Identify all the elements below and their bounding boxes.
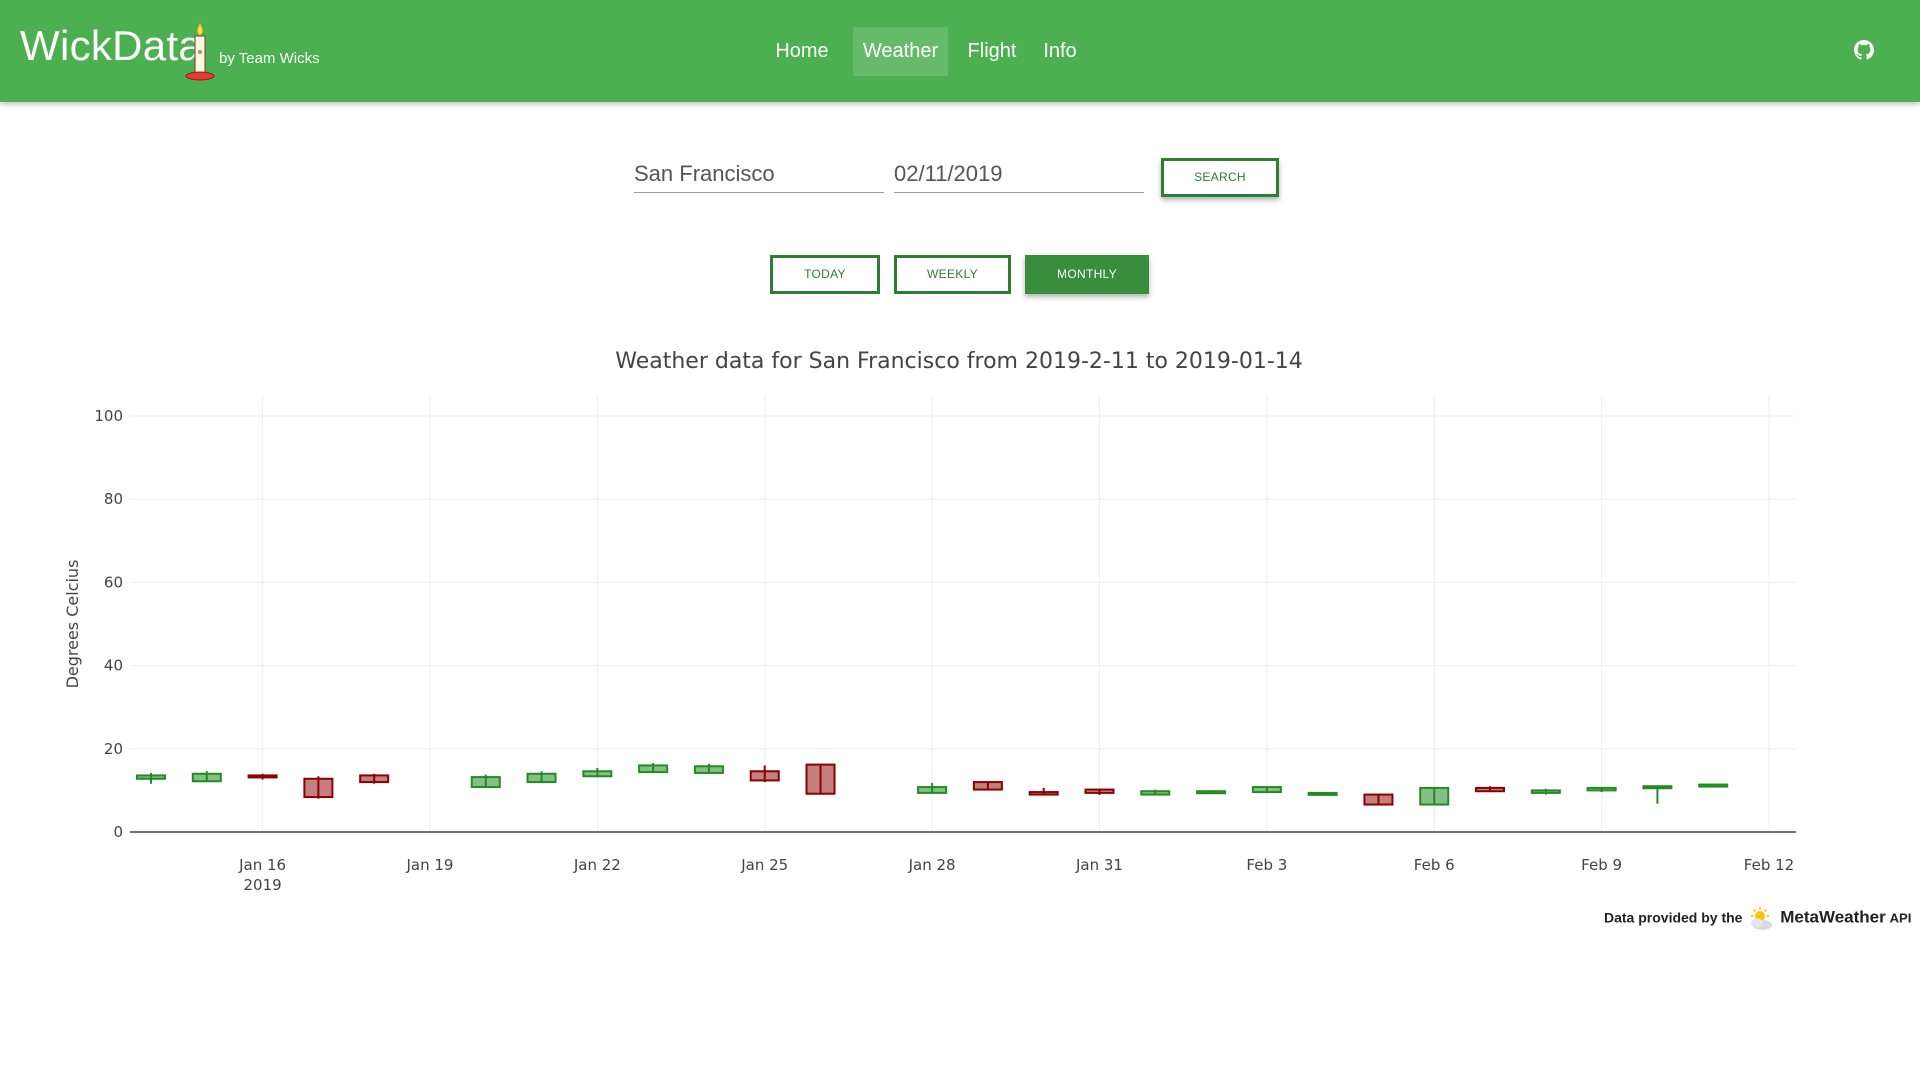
chart-title: Weather data for San Francisco from 2019… xyxy=(615,349,1303,374)
candle-body xyxy=(638,764,669,774)
candle xyxy=(1586,786,1617,793)
candle-body xyxy=(1028,791,1059,796)
x-tick-label: Jan 28 xyxy=(908,856,956,874)
candle xyxy=(805,763,836,795)
y-tick-label: 60 xyxy=(104,573,123,591)
metaweather-sun-icon xyxy=(1751,907,1773,930)
candle xyxy=(1419,786,1450,806)
candle-body xyxy=(1140,790,1171,796)
candle-body xyxy=(1196,790,1227,795)
candle xyxy=(1028,787,1059,796)
candle xyxy=(582,767,613,778)
candle-body xyxy=(1530,789,1561,794)
grid-layer xyxy=(130,395,1796,833)
city-field[interactable] xyxy=(634,156,884,193)
candle-body xyxy=(917,786,948,794)
candle-body xyxy=(526,772,557,784)
candle xyxy=(247,773,278,780)
candle-body xyxy=(247,774,278,779)
weather-candlestick-chart: Weather data for San Francisco from 2019… xyxy=(63,349,1796,894)
tick-layer: 0 20 40 60 80 100 Jan 16 2019 Jan 19 Jan 22 Jan 25… xyxy=(94,407,1794,894)
weekly-button[interactable]: WEEKLY xyxy=(894,255,1011,294)
candle xyxy=(693,763,724,774)
candle xyxy=(191,771,222,783)
nav-home[interactable]: Home xyxy=(775,40,829,62)
navbar: WickData by Team Wicks Home Weather Flig… xyxy=(0,0,1920,102)
y-tick-label: 40 xyxy=(104,657,123,675)
credit-prefix: Data provided by the xyxy=(1604,909,1743,926)
date-input[interactable] xyxy=(894,156,1144,192)
candle xyxy=(1530,788,1561,795)
candle xyxy=(1363,793,1394,806)
candle xyxy=(1140,789,1171,796)
nav-weather[interactable]: Weather xyxy=(853,27,948,76)
y-tick-label: 80 xyxy=(104,490,123,508)
candle xyxy=(972,781,1003,791)
x-tick-label: Feb 9 xyxy=(1581,856,1622,874)
y-tick-label: 0 xyxy=(113,823,123,841)
y-axis-label: Degrees Celcius xyxy=(63,560,82,689)
candle-logo-icon xyxy=(185,23,215,81)
candle-body xyxy=(1251,786,1282,794)
candle-body xyxy=(359,774,390,784)
x-tick-label: Feb 3 xyxy=(1246,856,1287,874)
candle-body xyxy=(1419,786,1450,806)
candle-body xyxy=(191,772,222,783)
candle xyxy=(470,774,501,789)
candle xyxy=(638,762,669,774)
candle xyxy=(1475,786,1506,793)
data-credit: Data provided by the MetaWeather API xyxy=(1604,906,1911,932)
github-icon[interactable] xyxy=(1854,40,1874,60)
candle-body xyxy=(1698,783,1729,788)
candle-body xyxy=(582,770,613,778)
candle xyxy=(1084,788,1115,795)
brand-title[interactable]: WickData xyxy=(20,22,203,69)
nav-flight[interactable]: Flight xyxy=(967,40,1017,62)
x-tick-label: Jan 19 xyxy=(405,856,453,874)
candle xyxy=(1642,785,1673,804)
candle xyxy=(1196,790,1227,795)
y-tick-label: 100 xyxy=(94,407,123,425)
credit-suffix: API xyxy=(1889,910,1912,926)
candle-body xyxy=(1586,786,1617,792)
x-tick-label: Jan 31 xyxy=(1075,856,1123,874)
candle-layer xyxy=(136,762,1729,806)
x-tick-label: Jan 25 xyxy=(740,856,788,874)
candle xyxy=(136,772,166,784)
monthly-button[interactable]: MONTHLY xyxy=(1025,255,1149,294)
search-button[interactable]: SEARCH xyxy=(1161,158,1279,197)
candle-body xyxy=(470,776,501,789)
credit-name[interactable]: MetaWeather xyxy=(1780,907,1886,927)
candle xyxy=(917,782,948,794)
date-field[interactable] xyxy=(894,156,1144,193)
x-tick-label: Feb 12 xyxy=(1744,856,1794,874)
candle xyxy=(303,776,334,799)
candle-body xyxy=(1363,793,1394,806)
city-input[interactable] xyxy=(634,156,884,192)
candle-body xyxy=(805,763,836,795)
candle xyxy=(1307,791,1338,796)
candle-body xyxy=(1084,788,1115,794)
candle-body xyxy=(1642,785,1673,790)
candle xyxy=(749,765,780,783)
x-tick-sublabel: 2019 xyxy=(243,876,281,894)
candle xyxy=(1698,783,1729,788)
candle-body xyxy=(1475,786,1506,793)
x-tick-label: Jan 22 xyxy=(573,856,621,874)
candle-body xyxy=(972,781,1003,791)
candle-body xyxy=(1307,791,1338,796)
candle xyxy=(526,771,557,784)
brand-subtitle: by Team Wicks xyxy=(219,50,320,67)
y-tick-label: 20 xyxy=(104,740,123,758)
candle-body xyxy=(303,777,334,799)
today-button[interactable]: TODAY xyxy=(770,255,880,294)
x-tick-label: Jan 16 xyxy=(238,856,286,874)
candle-body xyxy=(693,765,724,774)
candle-body xyxy=(136,774,166,780)
candle xyxy=(359,773,390,784)
candle xyxy=(1251,786,1282,794)
nav-info[interactable]: Info xyxy=(1043,40,1077,62)
x-tick-label: Feb 6 xyxy=(1414,856,1455,874)
candle-body xyxy=(749,770,780,782)
